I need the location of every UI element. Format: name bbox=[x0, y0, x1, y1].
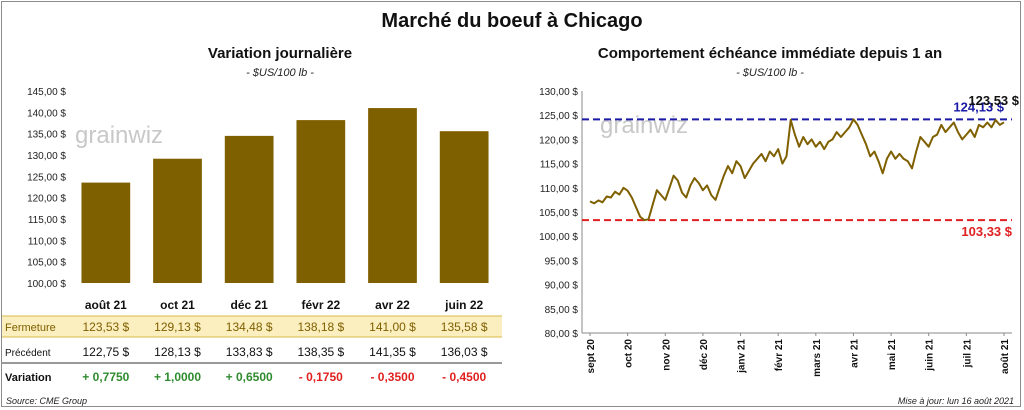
right-y-tick-label: 85,00 $ bbox=[545, 305, 579, 316]
right-y-tick-label: 80,00 $ bbox=[545, 329, 579, 340]
left-y-tick-label: 110,00 $ bbox=[28, 236, 67, 247]
right-y-tick-label: 105,00 $ bbox=[539, 208, 578, 219]
left-y-tick-label: 100,00 $ bbox=[27, 279, 66, 290]
min-value-label: 103,33 $ bbox=[961, 224, 1012, 239]
right-y-tick-label: 125,00 $ bbox=[539, 111, 578, 122]
right-y-tick-label: 115,00 $ bbox=[540, 160, 579, 171]
left-y-tick-label: 105,00 $ bbox=[27, 258, 66, 269]
right-x-tick-label: sept 20 bbox=[586, 339, 597, 374]
table-cell: 123,53 $ bbox=[82, 320, 129, 334]
table-cell: - 0,1750 bbox=[299, 370, 343, 384]
table-cell: 133,83 $ bbox=[226, 345, 273, 359]
left-y-tick-label: 125,00 $ bbox=[27, 172, 66, 183]
right-x-tick-label: déc 20 bbox=[699, 339, 710, 371]
bar bbox=[368, 108, 417, 283]
right-chart-unit: - $US/100 lb - bbox=[736, 67, 804, 79]
bar bbox=[81, 182, 131, 283]
left-y-tick-label: 145,00 $ bbox=[27, 87, 66, 98]
right-x-tick-label: juin 21 bbox=[925, 339, 936, 372]
max-value-label: 124,13 $ bbox=[953, 99, 1004, 114]
table-cell: 134,48 $ bbox=[226, 320, 273, 334]
right-x-tick-label: août 21 bbox=[1000, 339, 1011, 374]
price-series-line bbox=[589, 118, 1005, 222]
table-cell: + 0,7750 bbox=[82, 370, 129, 384]
category-label: août 21 bbox=[85, 298, 127, 312]
watermark-right: grainwiz bbox=[600, 112, 688, 139]
table-row-label: Variation bbox=[5, 372, 52, 384]
table-row-bg bbox=[2, 316, 502, 337]
table-cell: 138,35 $ bbox=[297, 345, 344, 359]
left-y-tick-label: 140,00 $ bbox=[27, 108, 66, 119]
table-cell: + 0,6500 bbox=[226, 370, 273, 384]
bar bbox=[153, 158, 202, 283]
table-cell: 141,35 $ bbox=[369, 345, 416, 359]
left-chart-title: Variation journalière bbox=[207, 45, 353, 62]
left-y-tick-label: 130,00 $ bbox=[27, 151, 66, 162]
table-cell: 141,00 $ bbox=[369, 320, 416, 334]
left-chart-unit: - $US/100 lb - bbox=[246, 67, 314, 79]
update-note: Mise à jour: lun 16 août 2021 bbox=[897, 396, 1014, 406]
table-row-label: Fermeture bbox=[5, 322, 56, 334]
right-x-tick-label: févr 21 bbox=[774, 339, 785, 372]
right-x-tick-label: janv 21 bbox=[737, 339, 748, 374]
right-chart-title: Comportement échéance immédiate depuis 1… bbox=[597, 45, 943, 62]
right-x-tick-label: mars 21 bbox=[812, 339, 823, 377]
table-cell: 129,13 $ bbox=[154, 320, 201, 334]
table-row-label: Précédent bbox=[5, 348, 51, 359]
left-y-tick-label: 135,00 $ bbox=[27, 130, 66, 141]
table-cell: 136,03 $ bbox=[441, 345, 488, 359]
category-label: avr 22 bbox=[375, 298, 410, 312]
category-label: juin 22 bbox=[444, 298, 483, 312]
right-x-tick-label: nov 20 bbox=[661, 339, 672, 371]
right-y-tick-label: 95,00 $ bbox=[545, 256, 579, 267]
category-label: févr 22 bbox=[301, 298, 340, 312]
right-x-tick-label: mai 21 bbox=[887, 339, 898, 371]
right-y-tick-label: 130,00 $ bbox=[539, 87, 578, 98]
right-y-tick-label: 110,00 $ bbox=[540, 184, 579, 195]
category-label: déc 21 bbox=[230, 298, 268, 312]
table-cell: 128,13 $ bbox=[154, 345, 201, 359]
table-cell: - 0,3500 bbox=[370, 370, 414, 384]
table-cell: 138,18 $ bbox=[297, 320, 344, 334]
right-x-tick-label: avr 21 bbox=[849, 339, 860, 368]
left-y-tick-label: 115,00 $ bbox=[28, 215, 67, 226]
right-y-tick-label: 120,00 $ bbox=[539, 135, 578, 146]
left-y-tick-label: 120,00 $ bbox=[27, 194, 66, 205]
last-value-label: 123,53 $ bbox=[968, 93, 1019, 108]
table-cell: - 0,4500 bbox=[442, 370, 486, 384]
table-cell: 135,58 $ bbox=[441, 320, 488, 334]
bar bbox=[439, 131, 489, 283]
right-x-tick-label: juil 21 bbox=[962, 339, 973, 369]
right-y-tick-label: 90,00 $ bbox=[545, 281, 579, 292]
watermark-left: grainwiz bbox=[75, 122, 163, 149]
page-title: Marché du boeuf à Chicago bbox=[381, 10, 643, 32]
table-cell: + 1,0000 bbox=[154, 370, 201, 384]
bar bbox=[296, 120, 346, 283]
source-note: Source: CME Group bbox=[6, 396, 88, 406]
table-cell: 122,75 $ bbox=[82, 345, 129, 359]
bar bbox=[224, 135, 274, 283]
right-x-tick-label: oct 20 bbox=[624, 339, 635, 368]
category-label: oct 21 bbox=[160, 298, 195, 312]
right-y-tick-label: 100,00 $ bbox=[539, 232, 578, 243]
